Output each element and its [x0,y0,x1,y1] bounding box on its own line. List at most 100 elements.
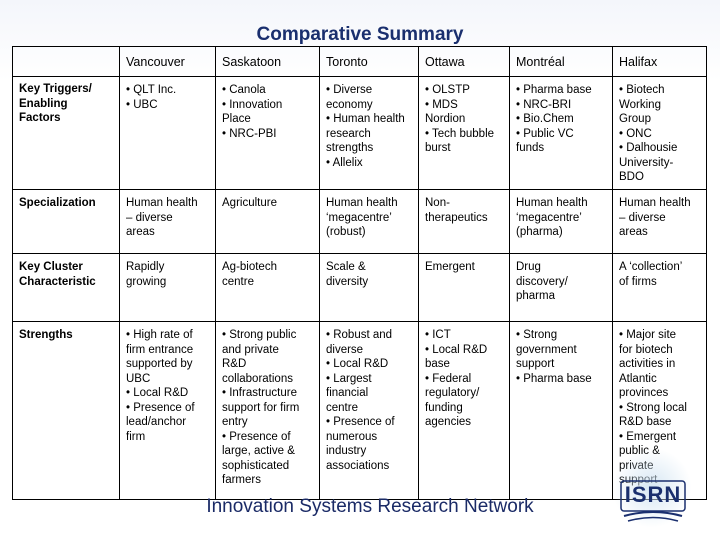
cell-line: and private [222,343,279,356]
row-label: Specialization [12,189,120,254]
cell-line: entry [222,416,248,428]
table-cell: • Canola • Innovation Place • NRC-PBI [215,76,320,190]
cell-line: – diverse [619,211,666,224]
column-header: Saskatoon [215,46,320,77]
cell-line: BDO [619,171,644,183]
cell-line: government [516,343,577,356]
table-cell: • Diverse economy • Human health research st… [319,76,419,190]
cell-line: funding [425,401,463,414]
cell-line: • Canola [222,84,266,96]
cell-line: • Bio.Chem [516,113,574,125]
cell-line: Nordion [425,113,466,125]
cell-line: Atlantic [619,372,657,385]
table-cell: • High rate of firm entrance supported by U… [119,321,216,500]
cell-line: large, active & [222,445,295,457]
cell-line: • Human health [326,113,405,125]
cell-line: Rapidly [126,261,165,273]
row-label-line: Specialization [19,197,96,209]
cell-line: sophisticated [222,459,290,472]
cell-line: – diverse [126,211,173,224]
column-header: Halifax [612,46,707,77]
cell-line: • Tech bubble [425,127,495,140]
table-cell: • Strong public and private R&D collaborati… [215,321,320,500]
row-label-line: Key Triggers/ [19,83,92,95]
cell-line: financial [326,387,369,399]
table-cell: • Biotech Working Group • ONC • Dalhousie Uni… [612,76,707,190]
table-cell: Rapidly growing [119,253,216,322]
cell-line: support [516,358,555,370]
table-row: Specialization Human health – diverse areas… [12,189,707,254]
row-label-line: Characteristic [19,275,96,288]
cell-line: • Pharma base [516,372,592,385]
column-header: Toronto [319,46,419,77]
cell-line: • Infrastructure [222,387,297,399]
row-label: Key Triggers/Enabling Factors [12,76,120,190]
cell-line: (robust) [326,226,366,238]
cell-line: firm entrance [126,343,194,356]
cell-line: • Local R&D [425,343,488,356]
cell-line: Human health [516,197,588,209]
cell-line: diversity [326,275,369,288]
cell-line: Working [619,98,661,111]
cell-line: • UBC [126,98,158,111]
table-cell: Emergent [418,253,510,322]
cell-line: • Public VC [516,127,574,140]
table-row: Key Cluster Characteristic Rapidly growing A… [12,253,707,322]
cell-line: University- [619,156,674,169]
cell-line: collaborations [222,372,293,385]
cell-line: R&D [222,358,247,370]
cell-line: Place [222,113,251,125]
column-header: Ottawa [418,46,510,77]
cell-line: Ag-biotech [222,261,277,273]
table-row: Strengths • High rate of firm entrance supp… [12,321,707,500]
cell-line: of firms [619,275,657,288]
cell-line: Agriculture [222,197,277,209]
cell-line: • Local R&D [326,358,389,370]
cell-line: • NRC-BRI [516,98,572,111]
cell-line: ‘megacentre’ [516,211,582,224]
cell-line: • Strong [516,329,558,341]
table-cell: • Robust and diverse • Local R&D • Largest f… [319,321,419,500]
cell-line: lead/anchor [126,416,187,428]
cell-line: funds [516,142,545,154]
cell-line: Scale & [326,261,366,273]
cell-line: associations [326,459,390,472]
cell-line: Drug [516,261,541,273]
cell-line: Human health [126,197,198,209]
cell-line: discovery/ [516,275,568,288]
table-cell: Scale & diversity [319,253,419,322]
cell-line: burst [425,142,451,154]
table-corner-cell [12,46,120,77]
cell-line: • Robust and [326,329,393,341]
cell-line: • Strong public [222,329,297,341]
cell-line: growing [126,275,167,288]
cell-line: diverse [326,343,364,356]
cell-line: centre [222,275,254,288]
row-label-line: Key Cluster [19,261,83,273]
slide-title: Comparative Summary [256,24,464,45]
cell-line: • ICT [425,329,451,341]
table-cell: Drug discovery/pharma [509,253,613,322]
cell-line: provinces [619,387,669,399]
cell-line: • Strong local [619,401,687,414]
cell-line: • Dalhousie [619,142,678,154]
row-label-line: Factors [19,112,61,124]
cell-line: A ‘collection’ [619,261,683,273]
cell-line: Human health [326,197,398,209]
cell-line: Emergent [425,261,475,273]
cell-line: Group [619,113,651,125]
table-cell: • Pharma base • NRC-BRI • Bio.Chem • Public… [509,76,613,190]
cell-line: • Federal [425,372,472,385]
cell-line: • Pharma base [516,84,592,96]
table-cell: • OLSTP • MDS Nordion • Tech bubble burst [418,76,510,190]
cell-line: • Biotech [619,84,665,96]
row-label-line: Enabling [19,97,68,110]
cell-line: centre [326,401,358,414]
cell-line: research [326,127,371,140]
table-header-row: Vancouver Saskatoon Toronto Ottawa Montréal H… [12,46,707,77]
cell-line: (pharma) [516,226,563,238]
cell-line: economy [326,98,373,111]
cell-line: strengths [326,142,374,154]
table-cell: Human health ‘megacentre’ (pharma) [509,189,613,254]
table-cell: • Strong government support • Pharma base [509,321,613,500]
